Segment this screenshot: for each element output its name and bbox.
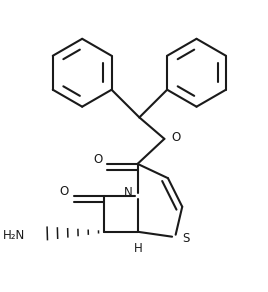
Text: N: N	[124, 186, 133, 199]
Text: O: O	[93, 153, 102, 166]
Text: S: S	[182, 232, 189, 245]
Text: O: O	[59, 185, 68, 198]
Text: O: O	[171, 131, 180, 144]
Text: H₂N: H₂N	[3, 229, 25, 242]
Text: H: H	[134, 242, 143, 256]
